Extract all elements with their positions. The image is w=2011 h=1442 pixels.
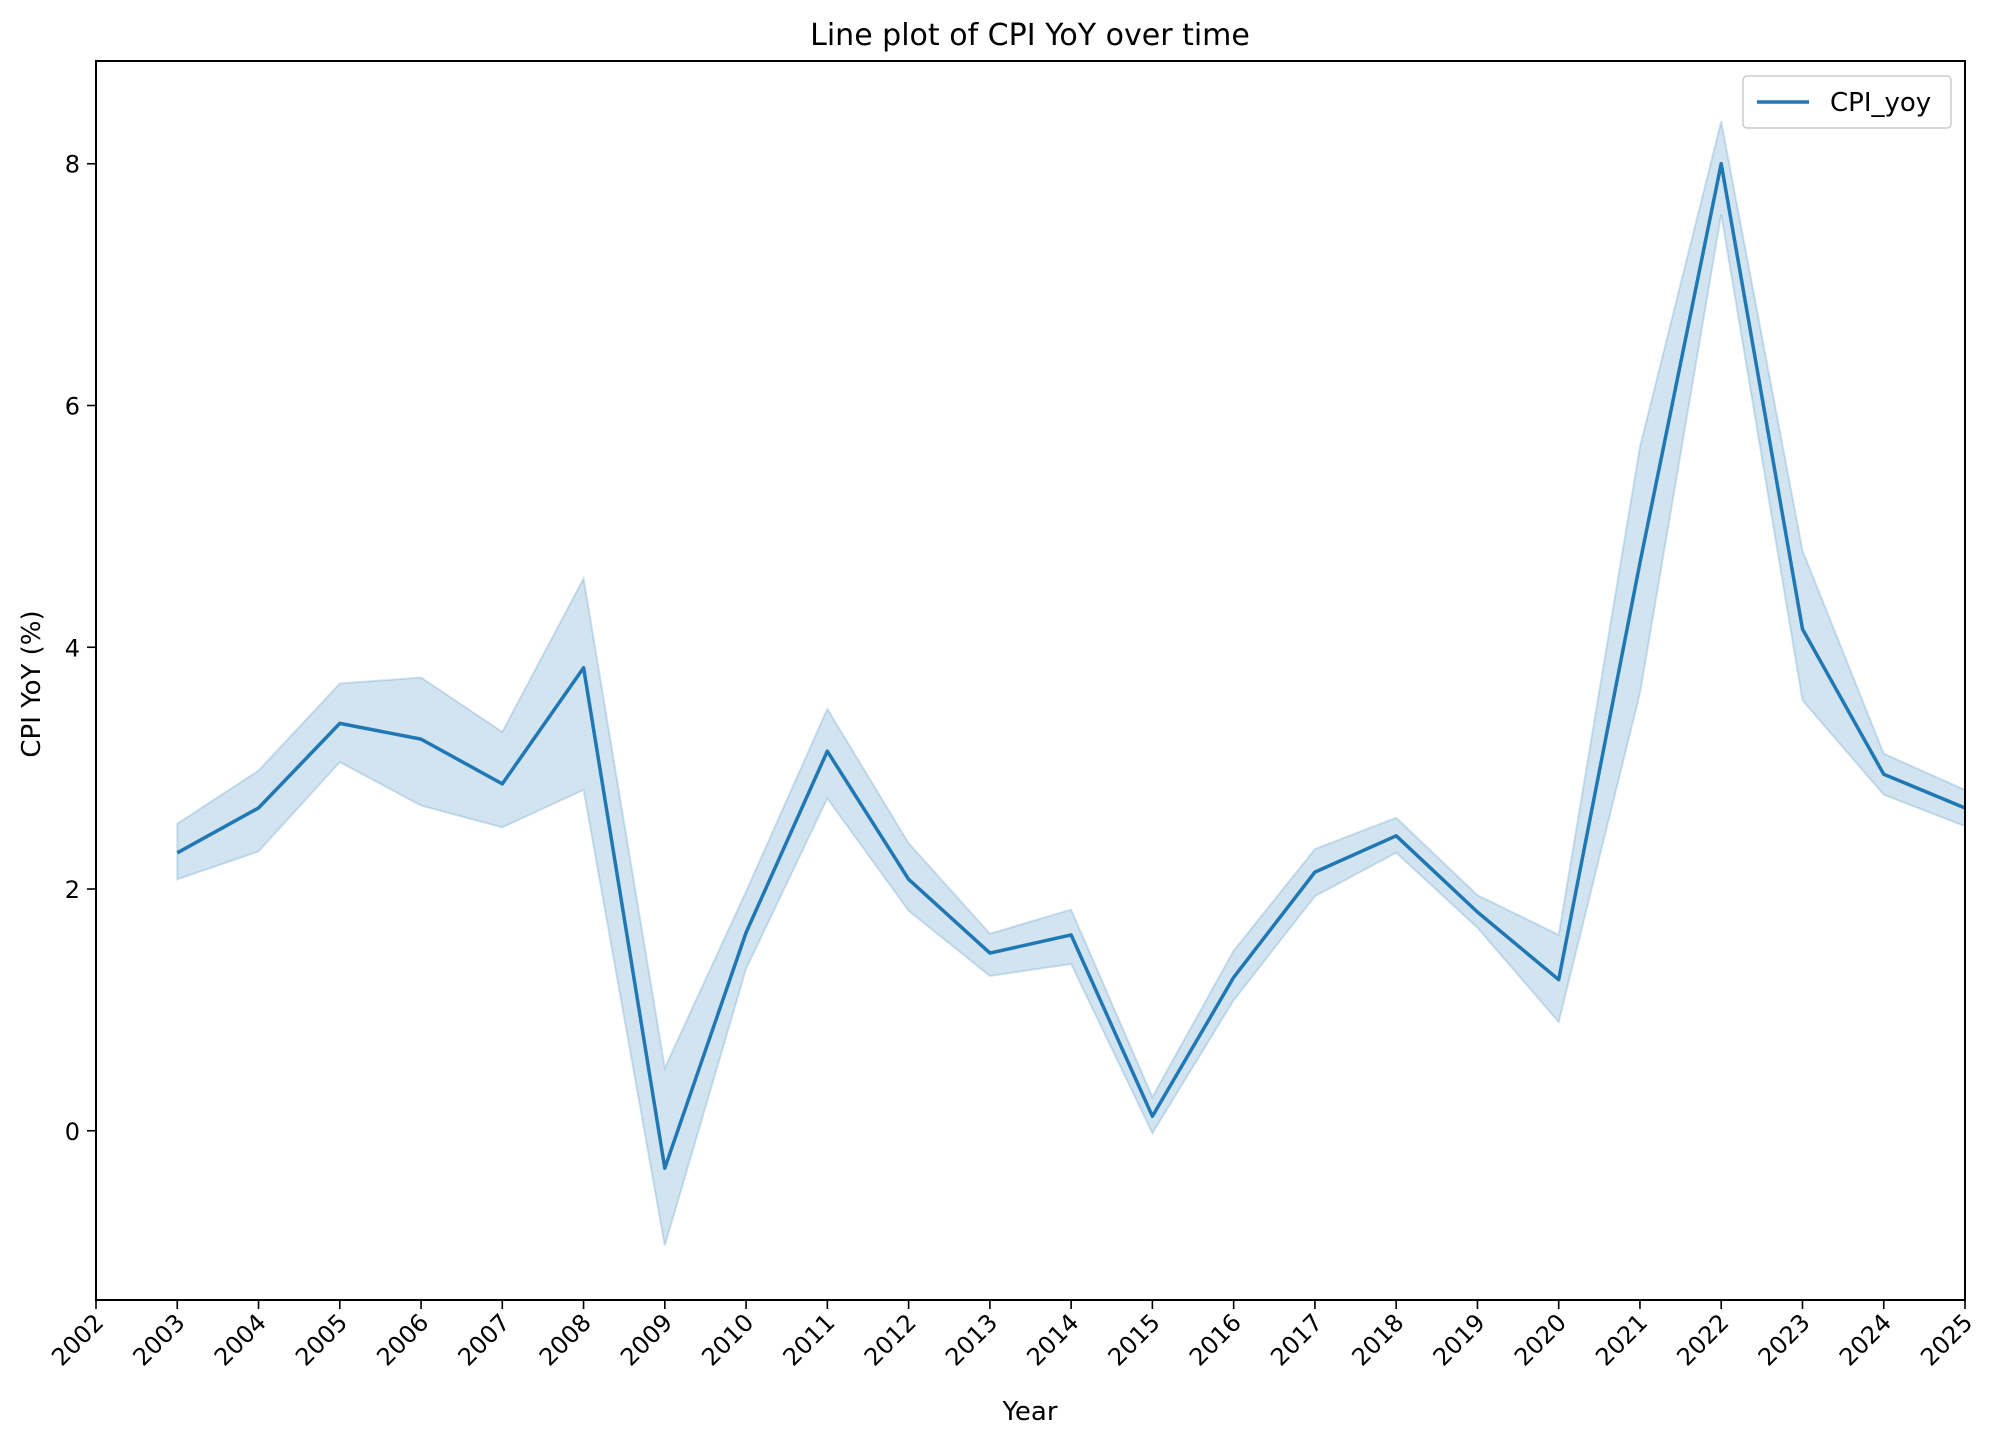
data-point-2018 <box>1394 834 1398 838</box>
x-tick-label-2009: 2009 <box>615 1308 678 1371</box>
data-point-2019 <box>1475 910 1479 914</box>
y-axis: 0 2 4 6 8 <box>65 151 96 1146</box>
x-tick-label-2022: 2022 <box>1671 1308 1734 1371</box>
x-tick-label-2024: 2024 <box>1834 1308 1897 1371</box>
x-tick-label-2018: 2018 <box>1346 1308 1409 1371</box>
x-tick-label-2021: 2021 <box>1590 1308 1653 1371</box>
data-point-2012 <box>907 877 911 881</box>
x-tick-label-2005: 2005 <box>290 1308 353 1371</box>
data-point-2016 <box>1232 975 1236 979</box>
x-tick-label-2013: 2013 <box>940 1308 1003 1371</box>
data-point-2011 <box>825 749 829 753</box>
legend: CPI_yoy <box>1742 75 1952 129</box>
data-point-2010 <box>744 931 748 935</box>
x-tick-label-2004: 2004 <box>209 1308 272 1371</box>
data-point-2005 <box>338 721 342 725</box>
y-tick-label-8: 8 <box>65 151 80 179</box>
data-point-2021 <box>1638 561 1642 565</box>
x-axis: 2002 2003 2004 2005 2006 2007 2008 2009 2010 2011… <box>46 1300 1978 1371</box>
x-tick-label-2007: 2007 <box>453 1308 516 1371</box>
x-tick-label-2002: 2002 <box>46 1308 109 1371</box>
data-point-2017 <box>1313 870 1317 874</box>
x-tick-label-2020: 2020 <box>1509 1308 1572 1371</box>
x-tick-label-2025: 2025 <box>1915 1308 1978 1371</box>
y-tick-label-0: 0 <box>65 1118 80 1146</box>
data-point-2003 <box>175 851 179 855</box>
x-tick-label-2023: 2023 <box>1753 1308 1816 1371</box>
legend-label-cpi-yoy: CPI_yoy <box>1830 88 1931 118</box>
series-line-cpi-yoy <box>176 161 1966 1170</box>
data-point-2004 <box>257 806 261 810</box>
x-tick-label-2008: 2008 <box>534 1308 597 1371</box>
x-tick-label-2019: 2019 <box>1428 1308 1491 1371</box>
x-tick-label-2017: 2017 <box>1265 1308 1328 1371</box>
plot-area-frame <box>95 60 1966 1301</box>
data-point-2006 <box>419 737 423 741</box>
x-tick-label-2010: 2010 <box>696 1308 759 1371</box>
chart-title: Line plot of CPI YoY over time <box>810 18 1250 53</box>
data-point-2014 <box>1069 933 1073 937</box>
data-point-2015 <box>1150 1114 1154 1118</box>
data-point-2013 <box>988 951 992 955</box>
y-axis-label: CPI YoY (%) <box>17 610 47 757</box>
x-tick-label-2015: 2015 <box>1103 1308 1166 1371</box>
y-tick-label-2: 2 <box>65 876 80 904</box>
x-tick-label-2014: 2014 <box>1021 1308 1084 1371</box>
x-tick-label-2012: 2012 <box>859 1308 922 1371</box>
y-tick-label-6: 6 <box>65 393 80 421</box>
data-point-2020 <box>1557 978 1561 982</box>
series-line-layer <box>175 161 1966 1170</box>
data-point-2022 <box>1719 162 1723 166</box>
data-point-2007 <box>500 782 504 786</box>
data-point-2024 <box>1882 772 1886 776</box>
data-point-2023 <box>1801 627 1805 631</box>
x-tick-label-2016: 2016 <box>1184 1308 1247 1371</box>
legend-box <box>1742 75 1952 129</box>
data-point-2008 <box>582 666 586 670</box>
x-tick-label-2003: 2003 <box>128 1308 191 1371</box>
y-tick-label-4: 4 <box>65 634 80 662</box>
data-point-2009 <box>663 1166 667 1170</box>
x-axis-label: Year <box>1001 1397 1057 1427</box>
x-tick-label-2006: 2006 <box>371 1308 434 1371</box>
x-tick-label-2011: 2011 <box>778 1308 841 1371</box>
